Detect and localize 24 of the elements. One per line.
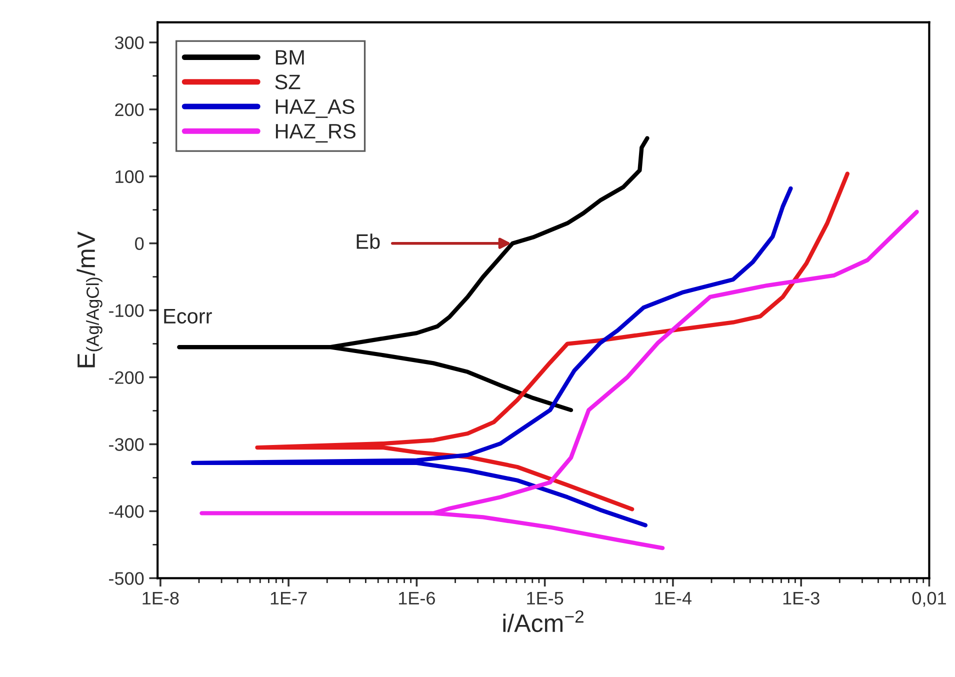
y-tick-label: -300	[109, 438, 144, 451]
x-tick-label: 0,01	[912, 592, 946, 607]
x-tick-label: 1E-6	[399, 592, 435, 605]
x-tick-label: 1E-7	[270, 592, 307, 604]
legend-label: HAZ_RS	[276, 124, 356, 143]
y-tick-label: 100	[116, 170, 144, 184]
x-tick-label: 1E-8	[142, 592, 179, 605]
x-tick-label: 1E-5	[527, 592, 564, 605]
legend-label: SZ	[275, 74, 300, 90]
annotation: Ecorr	[164, 309, 212, 324]
y-tick-label: 0	[135, 237, 144, 250]
legend-label: BM	[276, 50, 304, 65]
x-axis-title: i/Acm$^{−2}$	[503, 610, 584, 632]
x-tick-label: 1E-3	[783, 592, 820, 605]
legend-label: HAZ_AS	[276, 99, 354, 118]
y-tick-label: -500	[109, 572, 144, 585]
annotation: Eb	[356, 234, 380, 249]
x-tick-label: 1E-4	[655, 592, 692, 604]
y-tick-label: 300	[114, 36, 144, 50]
y-tick-label: -400	[109, 505, 144, 518]
y-axis-title: E$_{(Ag/AgCl)}$/mV	[76, 231, 102, 368]
y-tick-label: -200	[109, 371, 144, 384]
y-tick-label: 200	[115, 103, 144, 116]
y-tick-label: -100	[109, 304, 144, 318]
